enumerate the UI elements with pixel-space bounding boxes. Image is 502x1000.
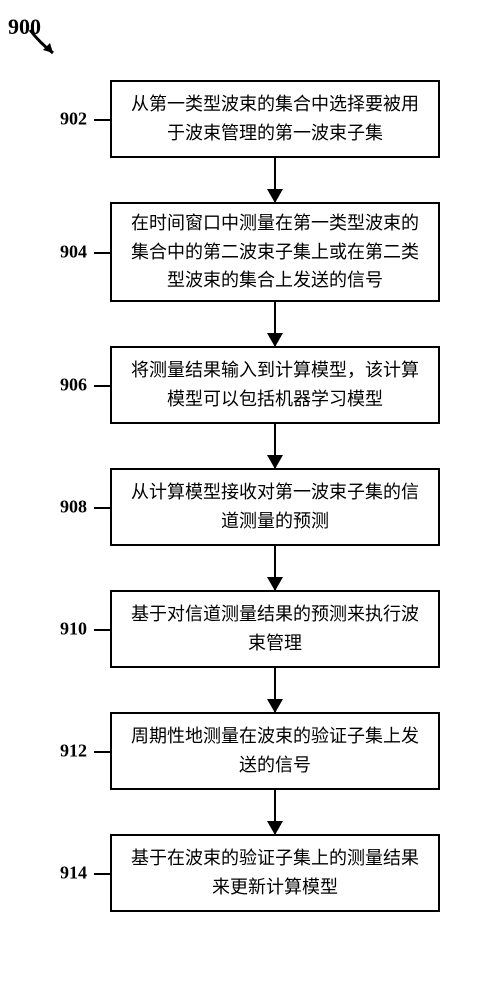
step-label-914: 914 bbox=[60, 859, 87, 888]
step-label-connector bbox=[94, 507, 110, 509]
step-label-connector bbox=[94, 873, 110, 875]
step-label-904: 904 bbox=[60, 238, 87, 267]
step-label-902: 902 bbox=[60, 105, 87, 134]
step-label-connector bbox=[94, 252, 110, 254]
flowchart-step-912: 912周期性地测量在波束的验证子集上发送的信号 bbox=[110, 712, 440, 790]
step-label-connector bbox=[94, 629, 110, 631]
flowchart-step-910: 910基于对信道测量结果的预测来执行波束管理 bbox=[110, 590, 440, 668]
flowchart-step-902: 902从第一类型波束的集合中选择要被用于波束管理的第一波束子集 bbox=[110, 80, 440, 158]
step-text: 周期性地测量在波束的验证子集上发送的信号 bbox=[127, 722, 423, 780]
flowchart-container: 902从第一类型波束的集合中选择要被用于波束管理的第一波束子集 904在时间窗口中… bbox=[110, 80, 440, 912]
step-text: 将测量结果输入到计算模型，该计算模型可以包括机器学习模型 bbox=[127, 356, 423, 414]
flowchart-connector bbox=[274, 790, 276, 834]
step-label-912: 912 bbox=[60, 737, 87, 766]
figure-indicator-arrow bbox=[25, 25, 65, 65]
step-label-connector bbox=[94, 385, 110, 387]
flowchart-connector bbox=[274, 158, 276, 202]
flowchart-step-904: 904在时间窗口中测量在第一类型波束的集合中的第二波束子集上或在第二类型波束的集… bbox=[110, 202, 440, 302]
step-text: 基于在波束的验证子集上的测量结果来更新计算模型 bbox=[127, 844, 423, 902]
step-label-910: 910 bbox=[60, 615, 87, 644]
step-text: 从计算模型接收对第一波束子集的信道测量的预测 bbox=[127, 478, 423, 536]
flowchart-step-908: 908从计算模型接收对第一波束子集的信道测量的预测 bbox=[110, 468, 440, 546]
flowchart-connector bbox=[274, 302, 276, 346]
flowchart-connector bbox=[274, 424, 276, 468]
flowchart-connector bbox=[274, 668, 276, 712]
flowchart-step-906: 906将测量结果输入到计算模型，该计算模型可以包括机器学习模型 bbox=[110, 346, 440, 424]
step-label-906: 906 bbox=[60, 371, 87, 400]
step-label-connector bbox=[94, 119, 110, 121]
step-text: 从第一类型波束的集合中选择要被用于波束管理的第一波束子集 bbox=[127, 90, 423, 148]
flowchart-step-914: 914基于在波束的验证子集上的测量结果来更新计算模型 bbox=[110, 834, 440, 912]
flowchart-connector bbox=[274, 546, 276, 590]
step-text: 基于对信道测量结果的预测来执行波束管理 bbox=[127, 600, 423, 658]
step-label-connector bbox=[94, 751, 110, 753]
step-label-908: 908 bbox=[60, 493, 87, 522]
step-text: 在时间窗口中测量在第一类型波束的集合中的第二波束子集上或在第二类型波束的集合上发… bbox=[127, 209, 423, 295]
